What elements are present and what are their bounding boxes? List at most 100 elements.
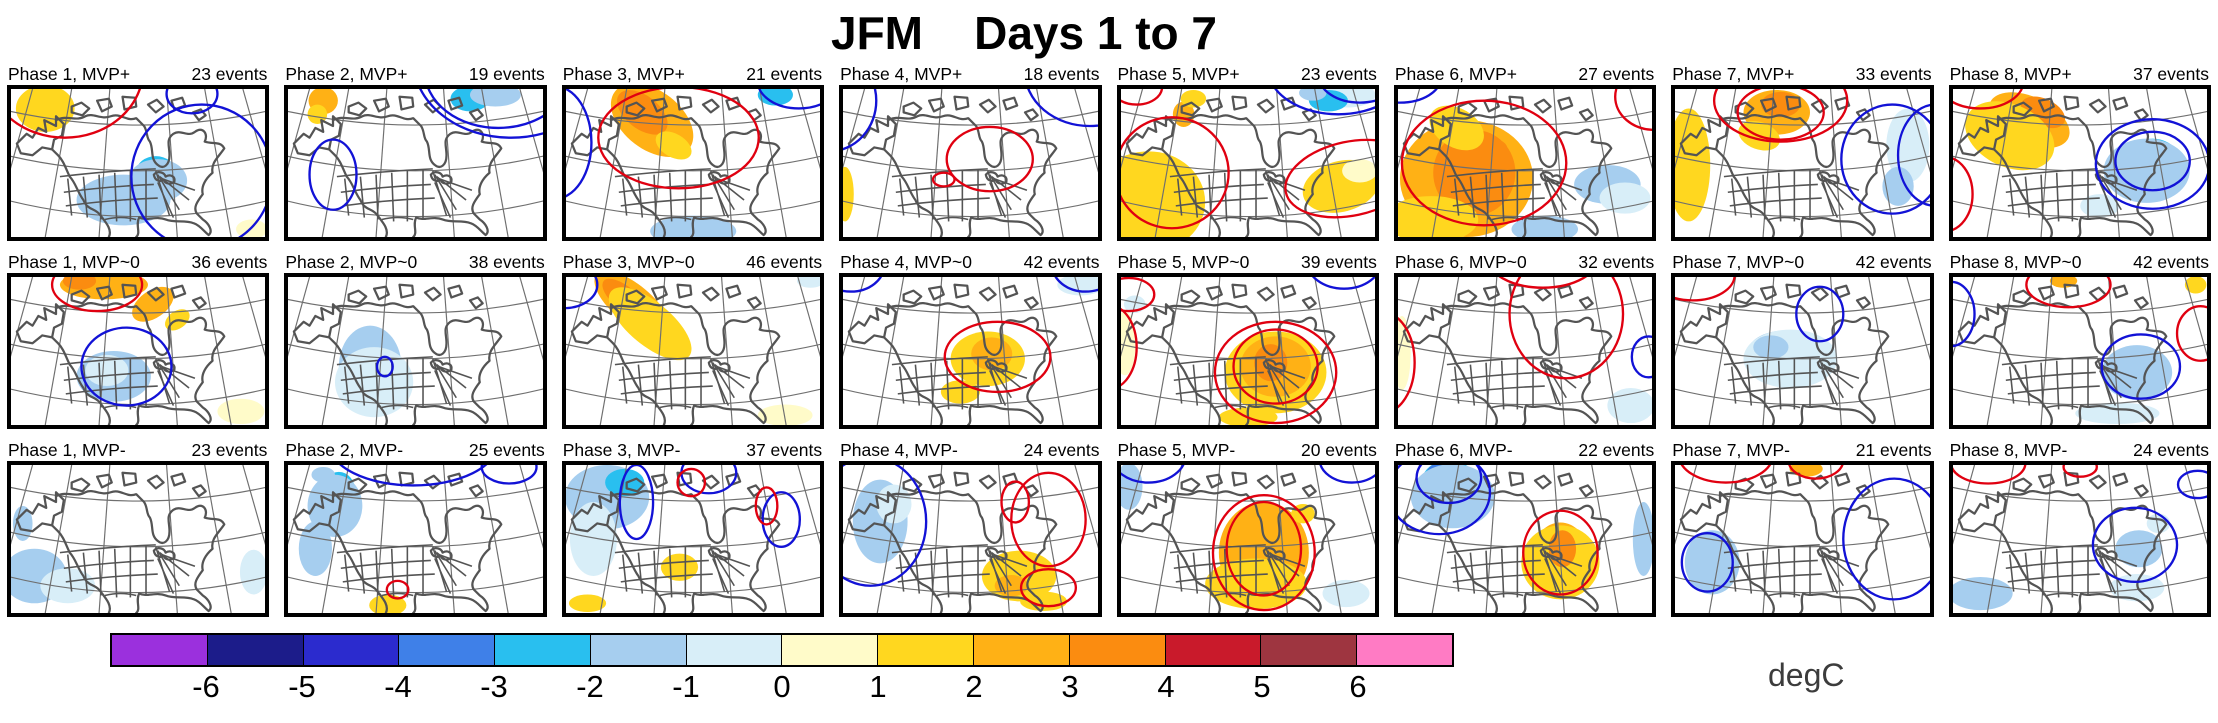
- shade-region: [1964, 101, 2054, 171]
- panel-header: Phase 4, MVP- 24 events: [839, 440, 1101, 461]
- shade-region: [1886, 108, 1930, 183]
- contour-line: [1213, 320, 1337, 425]
- phase-label: Phase 3, MVP~0: [562, 252, 695, 272]
- phase-label: Phase 4, MVP-: [840, 440, 958, 460]
- events-count: 38 events: [468, 252, 545, 272]
- panel-header: Phase 8, MVP+ 37 events: [1949, 64, 2211, 85]
- contour-line: [11, 89, 142, 139]
- contour-layer: [339, 465, 539, 600]
- map-canvas: [843, 465, 1098, 613]
- colorbar-segment: [495, 635, 591, 665]
- map-panel: Phase 4, MVP+ 18 events: [839, 64, 1102, 241]
- contour-line: [1318, 465, 1375, 484]
- panel-header: Phase 7, MVP- 21 events: [1671, 440, 1933, 461]
- shading-layer: [1685, 465, 1823, 595]
- contour-layer: [50, 277, 173, 407]
- phase-label: Phase 8, MVP~0: [1949, 252, 2082, 272]
- events-count: 39 events: [1300, 252, 1377, 272]
- shading-layer: [11, 505, 266, 604]
- colorbar-tick-label: 3: [1061, 669, 1079, 704]
- colorbar: [110, 633, 1454, 667]
- colorbar-segment: [974, 635, 1070, 665]
- phase-label: Phase 8, MVP-: [1949, 440, 2068, 460]
- colorbar-ticks: -6 -5 -4 -3 -2 -1 0 1 2 3 4 5 6: [110, 669, 1454, 709]
- map-panel: Phase 8, MVP~0 42 events: [1948, 252, 2211, 429]
- contour-layer: [843, 89, 1098, 193]
- contour-line: [565, 89, 593, 198]
- colorbar-segment: [303, 635, 400, 665]
- shade-region: [1632, 502, 1653, 576]
- shade-region: [1548, 530, 1576, 568]
- events-count: 42 events: [1855, 252, 1932, 272]
- contour-line: [165, 89, 219, 115]
- contour-line: [1840, 103, 1930, 215]
- colorbar-segment: [1165, 635, 1262, 665]
- panel-header: Phase 6, MVP+ 27 events: [1394, 64, 1656, 85]
- shade-region: [757, 89, 793, 106]
- contour-line: [1020, 568, 1078, 608]
- contour-layer: [565, 277, 599, 310]
- map-canvas: [565, 89, 821, 237]
- events-count: 42 events: [1023, 252, 1100, 272]
- contour-line: [1521, 509, 1599, 596]
- map-panel: Phase 3, MVP+ 21 events: [561, 64, 825, 241]
- panel-header: Phase 4, MVP+ 18 events: [839, 64, 1101, 85]
- panel-header: Phase 4, MVP~0 42 events: [839, 252, 1101, 273]
- map-canvas: [1952, 465, 2207, 613]
- panel-header: Phase 1, MVP- 23 events: [7, 440, 269, 461]
- map-frame: [1116, 273, 1379, 429]
- phase-label: Phase 5, MVP~0: [1117, 252, 1250, 272]
- map-canvas: [11, 277, 266, 425]
- contour-line: [1397, 465, 1492, 536]
- events-count: 24 events: [2133, 440, 2209, 460]
- map-canvas: [288, 89, 543, 237]
- shade-region: [307, 474, 363, 538]
- contour-line: [1120, 89, 1163, 106]
- events-count: 23 events: [1300, 64, 1377, 84]
- contour-line: [2091, 506, 2178, 584]
- map-panel: Phase 5, MVP~0 39 events: [1116, 252, 1379, 429]
- map-panel: Phase 1, MVP~0 36 events: [7, 252, 270, 429]
- panel-header: Phase 2, MVP- 25 events: [284, 440, 546, 461]
- map-panel: Phase 7, MVP- 21 events: [1671, 440, 1934, 617]
- phase-label: Phase 6, MVP~0: [1394, 252, 1527, 272]
- contour-layer: [1713, 89, 1930, 215]
- map-frame: [839, 461, 1102, 617]
- panel-header: Phase 8, MVP- 24 events: [1949, 440, 2211, 461]
- phase-label: Phase 7, MVP-: [1672, 440, 1790, 460]
- map-frame: [1948, 461, 2211, 617]
- map-frame: [1116, 461, 1379, 617]
- shade-region: [1952, 576, 2013, 611]
- events-count: 32 events: [1578, 252, 1655, 272]
- map-canvas: [1952, 89, 2207, 237]
- panel-header: Phase 5, MVP~0 39 events: [1117, 252, 1379, 273]
- contour-line: [843, 277, 883, 293]
- contour-line: [754, 486, 779, 526]
- map-frame: [561, 461, 825, 617]
- map-canvas: [565, 277, 821, 425]
- contour-line: [80, 326, 173, 407]
- map-panel: Phase 7, MVP+ 33 events: [1671, 64, 1934, 241]
- map-panel: Phase 7, MVP~0 42 events: [1671, 252, 1934, 429]
- map-frame: [284, 461, 547, 617]
- map-frame: [1671, 85, 1934, 241]
- panel-header: Phase 6, MVP- 22 events: [1394, 440, 1656, 461]
- events-count: 37 events: [746, 440, 823, 460]
- contour-layer: [1397, 465, 1599, 596]
- phase-label: Phase 6, MVP+: [1394, 64, 1517, 84]
- colorbar-tick-label: 6: [1349, 669, 1367, 704]
- phase-label: Phase 4, MVP+: [840, 64, 963, 84]
- colorbar-tick-label: 2: [965, 669, 983, 704]
- shade-region: [1397, 315, 1411, 390]
- events-count: 23 events: [191, 64, 268, 84]
- map-frame: [1393, 273, 1657, 429]
- colorbar-segment: [782, 635, 879, 665]
- panel-header: Phase 3, MVP+ 21 events: [562, 64, 824, 85]
- colorbar-segment: [207, 635, 304, 665]
- contour-line: [1283, 138, 1375, 219]
- contour-line: [2024, 277, 2112, 309]
- contour-line: [1630, 335, 1653, 379]
- contour-line: [1680, 465, 1772, 484]
- contour-layer: [1397, 89, 1653, 227]
- map-frame: [1948, 85, 2211, 241]
